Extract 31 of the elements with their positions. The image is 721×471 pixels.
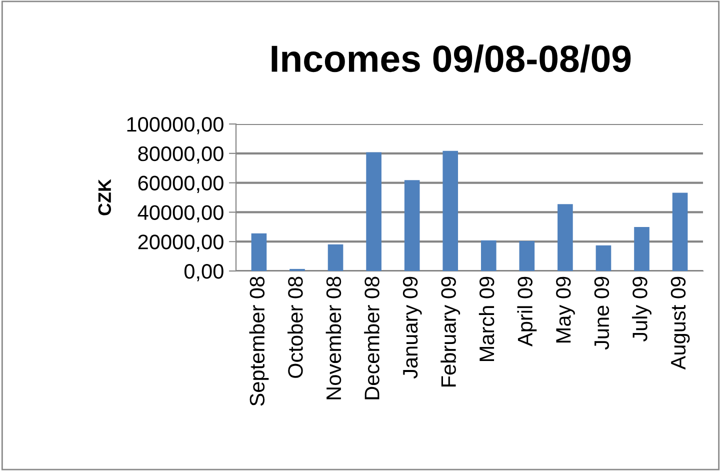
y-tick-label: 20000,00 — [138, 234, 224, 252]
bar — [519, 241, 535, 271]
bar — [558, 204, 573, 271]
bar — [251, 233, 267, 271]
x-tick-label: April 09 — [517, 276, 537, 346]
bar — [366, 152, 382, 271]
chart-title: Incomes 09/08-08/09 — [272, 44, 631, 72]
y-tick-label: 60000,00 — [138, 176, 224, 194]
bar — [596, 245, 612, 271]
x-tick-label: December 08 — [364, 276, 380, 400]
x-tick-label: August 09 — [670, 276, 690, 370]
x-tick-label: July 09 — [632, 276, 652, 342]
x-tick-label: September 08 — [249, 276, 269, 406]
bar — [634, 227, 650, 271]
bar — [480, 240, 496, 271]
x-tick-label: January 09 — [402, 276, 422, 379]
bar — [442, 150, 458, 271]
x-tick-label: June 09 — [594, 276, 610, 350]
y-tick-label: 100000,00 — [127, 117, 224, 134]
y-tick-label: 80000,00 — [138, 146, 224, 164]
x-tick-label: November 08 — [326, 276, 342, 400]
y-tick-label: 0,00 — [184, 264, 224, 282]
x-tick-label: May 09 — [556, 276, 575, 342]
bar — [328, 244, 344, 271]
bar — [404, 180, 420, 271]
bar — [672, 192, 688, 271]
x-tick-label: March 09 — [478, 276, 494, 361]
x-tick-label: October 08 — [288, 276, 303, 378]
y-axis-title: CZK — [98, 179, 112, 216]
y-tick-label: 40000,00 — [138, 205, 224, 222]
x-tick-label: February 09 — [440, 276, 460, 386]
